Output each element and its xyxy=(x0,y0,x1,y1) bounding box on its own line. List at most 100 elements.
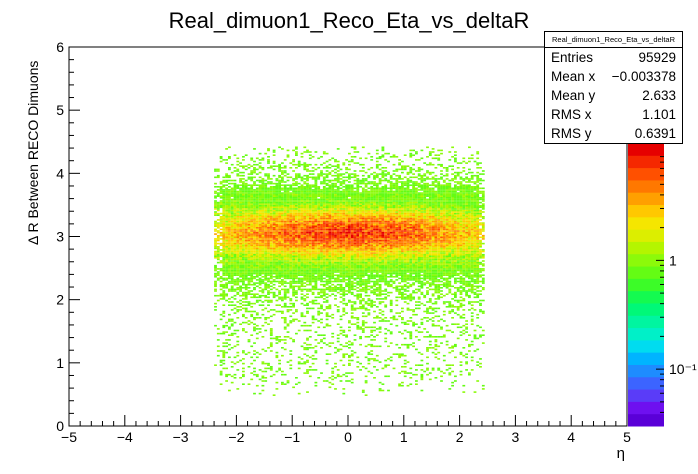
heatmap-cell xyxy=(334,266,337,269)
heatmap-cell xyxy=(300,214,304,216)
heatmap-cell xyxy=(228,182,231,185)
heatmap-cell xyxy=(359,362,362,365)
heatmap-cell xyxy=(370,353,374,355)
heatmap-cell xyxy=(239,236,242,239)
heatmap-cell xyxy=(356,274,360,276)
heatmap-cell xyxy=(261,255,265,258)
heatmap-cell xyxy=(311,192,315,194)
heatmap-cell xyxy=(361,193,365,196)
heatmap-cell xyxy=(297,249,301,251)
heatmap-cell xyxy=(289,162,293,164)
heatmap-cell xyxy=(292,233,295,235)
heatmap-cell xyxy=(286,290,290,292)
heatmap-cell xyxy=(264,182,268,185)
heatmap-cell xyxy=(361,241,365,243)
heatmap-cell xyxy=(228,264,231,267)
heatmap-cell xyxy=(320,339,323,341)
heatmap-cell xyxy=(255,337,259,340)
heatmap-cell xyxy=(331,332,335,335)
heatmap-cell xyxy=(278,296,281,299)
heatmap-cell xyxy=(353,249,357,251)
heatmap-cell xyxy=(283,211,287,213)
heatmap-cell xyxy=(258,317,262,319)
heatmap-cell xyxy=(325,216,329,218)
heatmap-cell xyxy=(292,230,295,232)
heatmap-cell xyxy=(267,200,270,202)
heatmap-cell xyxy=(222,216,226,218)
heatmap-cell xyxy=(311,217,315,220)
heatmap-cell xyxy=(364,301,368,303)
heatmap-cell xyxy=(308,268,312,270)
heatmap-cell xyxy=(253,370,256,373)
heatmap-cell xyxy=(230,228,234,231)
heatmap-cell xyxy=(306,242,309,245)
heatmap-cell xyxy=(250,214,254,216)
heatmap-cell xyxy=(230,204,234,207)
heatmap-cell xyxy=(317,193,321,196)
heatmap-cell xyxy=(373,358,376,360)
heatmap-cell xyxy=(348,263,351,265)
heatmap-cell xyxy=(370,214,374,216)
heatmap-cell xyxy=(300,222,304,224)
heatmap-cell xyxy=(300,264,304,267)
heatmap-cell xyxy=(228,252,231,254)
heatmap-cell xyxy=(222,208,226,210)
heatmap-cell xyxy=(317,274,321,276)
heatmap-cell xyxy=(250,276,254,278)
heatmap-cell xyxy=(236,219,240,221)
heatmap-cell xyxy=(322,309,326,311)
heatmap-cell xyxy=(353,264,357,267)
heatmap-cell xyxy=(255,356,259,359)
heatmap-cell xyxy=(225,223,228,226)
heatmap-cell xyxy=(359,293,362,295)
heatmap-cell xyxy=(361,201,365,204)
heatmap-cell xyxy=(289,244,293,246)
heatmap-cell xyxy=(306,231,309,234)
heatmap-cell xyxy=(258,268,262,270)
heatmap-cell xyxy=(214,200,217,202)
heatmap-cell xyxy=(306,369,309,371)
heatmap-cell xyxy=(331,184,335,186)
heatmap-cell xyxy=(308,157,312,160)
heatmap-cell xyxy=(253,260,256,262)
heatmap-cell xyxy=(306,348,309,351)
heatmap-cell xyxy=(336,348,340,351)
heatmap-cell xyxy=(264,206,268,209)
heatmap-cell xyxy=(348,288,351,291)
heatmap-cell xyxy=(306,266,309,269)
heatmap-cell xyxy=(286,179,290,182)
heatmap-cell xyxy=(264,223,268,226)
heatmap-cell xyxy=(356,266,360,269)
heatmap-cell xyxy=(334,261,337,264)
heatmap-cell xyxy=(350,261,354,264)
heatmap-cell xyxy=(306,260,309,262)
heatmap-cell xyxy=(361,217,365,220)
heatmap-cell xyxy=(247,310,251,313)
heatmap-cell xyxy=(311,201,315,204)
heatmap-cell xyxy=(331,370,335,373)
heatmap-cell xyxy=(325,214,329,216)
heatmap-cell xyxy=(303,241,307,243)
heatmap-cell xyxy=(258,255,262,258)
heatmap-cell xyxy=(334,362,337,365)
heatmap-cell xyxy=(289,353,293,355)
heatmap-cell xyxy=(295,211,298,213)
heatmap-cell xyxy=(242,274,245,276)
heatmap-cell xyxy=(322,244,326,246)
heatmap-cell xyxy=(295,250,298,253)
heatmap-cell xyxy=(281,298,284,300)
heatmap-cell xyxy=(364,249,368,251)
heatmap-cell xyxy=(300,261,304,264)
heatmap-cell xyxy=(306,197,309,199)
heatmap-cell xyxy=(353,263,357,265)
heatmap-cell xyxy=(320,263,323,265)
heatmap-cell xyxy=(244,225,248,227)
heatmap-cell xyxy=(373,200,376,202)
heatmap-cell xyxy=(373,266,376,269)
heatmap-cell xyxy=(345,238,348,240)
heatmap-cell xyxy=(289,247,293,250)
heatmap-cell xyxy=(350,184,354,186)
heatmap-cell xyxy=(328,279,332,281)
heatmap-cell xyxy=(278,247,281,250)
heatmap-cell xyxy=(233,257,237,259)
